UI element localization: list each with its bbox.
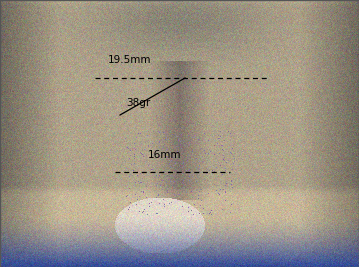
Text: 16mm: 16mm (148, 150, 182, 160)
Text: 19.5mm: 19.5mm (108, 55, 151, 65)
Text: 38gr: 38gr (126, 98, 150, 108)
